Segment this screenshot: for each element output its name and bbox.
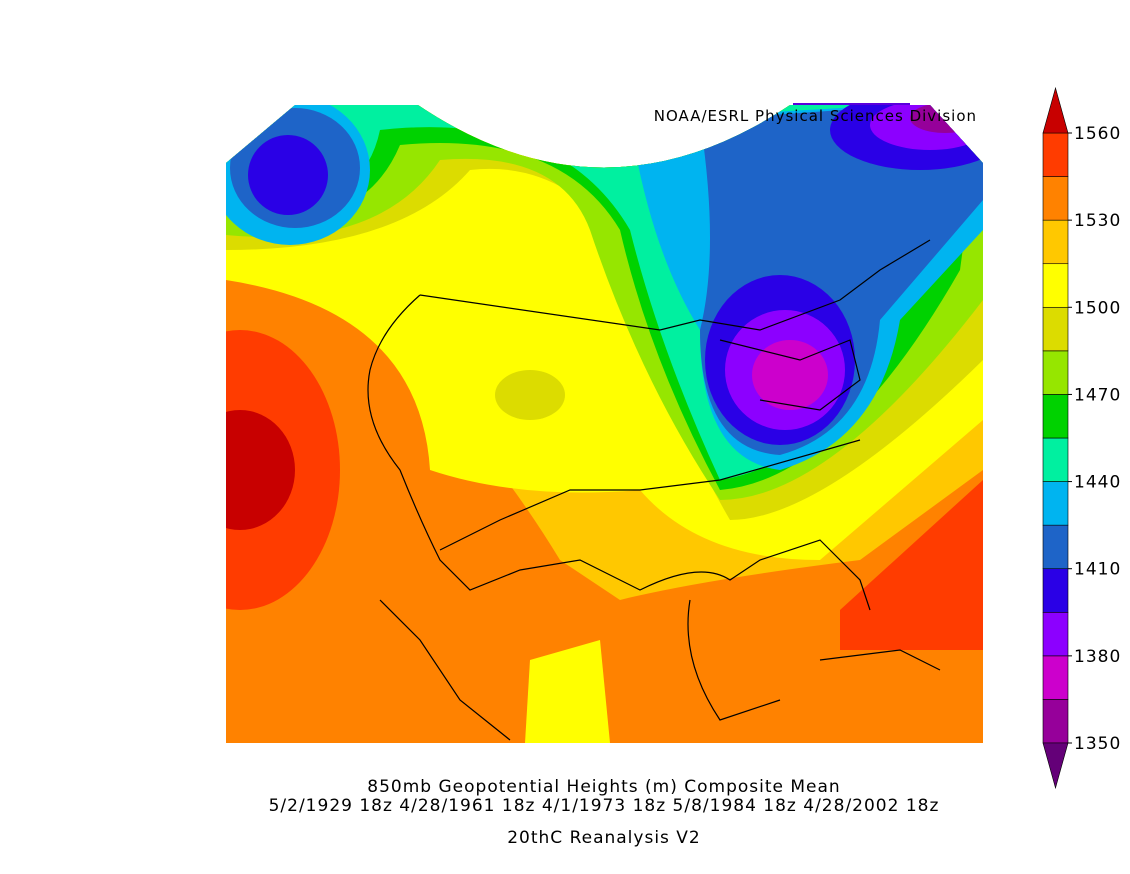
colorbar-tick-label: 1500 [1074,298,1121,318]
field [525,640,610,743]
colorbar-box [1042,611,1069,657]
colorbar-box [1042,263,1069,308]
boundaries [367,239,941,741]
colorbar-over [1042,86,1069,134]
colorbar-box [1042,568,1069,613]
colorbar-box [1042,699,1069,744]
colorbar-tick-label: 1470 [1074,385,1121,405]
colorbar-box [1042,176,1069,221]
field [752,340,828,410]
dates: 5/2/1929 18z 4/28/1961 18z 4/1/1973 18z … [269,796,940,816]
map [226,105,983,743]
colorbar-tick-label: 1410 [1074,560,1121,580]
field [226,410,295,530]
source: 20thC Reanalysis V2 [507,828,701,848]
field [248,135,328,215]
colorbar-box [1042,524,1069,570]
colorbar-box [1042,437,1069,482]
colorbar-box [1042,132,1069,177]
field [495,370,565,420]
colorbar-tick-label: 1530 [1074,211,1121,231]
title: 850mb Geopotential Heights (m) Composite… [367,777,840,797]
colorbar-tick-label: 1560 [1074,124,1121,144]
colorbar-tick-label: 1440 [1074,473,1121,493]
colorbar-under [1042,742,1069,790]
colorbar-box [1042,306,1069,352]
colorbar-box [1042,481,1069,526]
colorbar-box [1042,655,1069,700]
colorbar: 1350 1380 1410 1440 1470 1500 1530 1560 [1042,86,1121,790]
colorbar-box [1042,219,1069,265]
colorbar-box [1042,394,1069,439]
credit: NOAA/ESRL Physical Sciences Division [654,107,977,125]
colorbar-box [1042,350,1069,395]
colorbar-tick-label: 1380 [1074,647,1121,667]
field [840,480,983,650]
colorbar-tick-label: 1350 [1074,734,1121,754]
